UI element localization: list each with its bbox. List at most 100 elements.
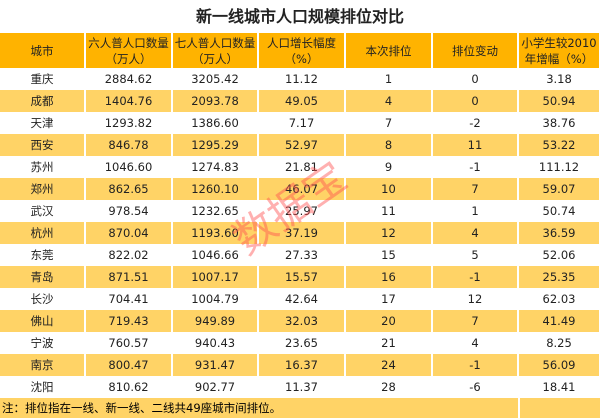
table-cell: 4: [432, 222, 519, 244]
table-cell: 704.41: [85, 288, 173, 310]
table-cell: 沈阳: [0, 376, 86, 398]
table-cell: 21: [345, 332, 433, 354]
table-cell: 12: [432, 288, 519, 310]
table-cell: 12: [345, 222, 433, 244]
table-cell: 46.07: [258, 178, 346, 200]
table-cell: 成都: [0, 90, 86, 112]
table-cell: 41.49: [518, 310, 600, 332]
table-cell: 23.65: [258, 332, 346, 354]
table-cell: 810.62: [85, 376, 173, 398]
page-title: 新一线城市人口规模排位对比: [195, 7, 404, 26]
table-cell: 7: [432, 178, 519, 200]
table-cell: 7: [345, 112, 433, 134]
table-cell: 8.25: [518, 332, 600, 354]
table-cell: 4: [432, 332, 519, 354]
table-cell: 3205.42: [172, 68, 259, 90]
table-cell: -1: [432, 266, 519, 288]
table-cell: 21.81: [258, 156, 346, 178]
table-cell: -1: [432, 156, 519, 178]
table-cell: 4: [345, 90, 433, 112]
table-cell: 978.54: [85, 200, 173, 222]
table-cell: 11: [345, 200, 433, 222]
table-cell: 2093.78: [172, 90, 259, 112]
table-cell: 8: [345, 134, 433, 156]
table-row: 长沙 704.41 1004.79 42.64 17 12 62.03: [0, 288, 600, 310]
table-cell: 宁波: [0, 332, 86, 354]
table-row: 南京 800.47 931.47 16.37 24 -1 56.09: [0, 354, 600, 376]
table-row: 沈阳 810.62 902.77 11.37 28 -6 18.41: [0, 376, 600, 398]
table-cell: 武汉: [0, 200, 86, 222]
table-cell: 56.09: [518, 354, 600, 376]
table-cell: 27.33: [258, 244, 346, 266]
table-cell: 52.97: [258, 134, 346, 156]
table-cell: 16: [345, 266, 433, 288]
table-cell: 37.19: [258, 222, 346, 244]
table-cell: 11: [432, 134, 519, 156]
table-row: 东莞 822.02 1046.66 27.33 15 5 52.06: [0, 244, 600, 266]
table-cell: 32.03: [258, 310, 346, 332]
column-header: 人口增长幅度（%）: [258, 33, 346, 68]
table-cell: 846.78: [85, 134, 173, 156]
table-row: 成都 1404.76 2093.78 49.05 4 0 50.94: [0, 90, 600, 112]
table-cell: 42.64: [258, 288, 346, 310]
table-cell: 1046.66: [172, 244, 259, 266]
table-row: 佛山 719.43 949.89 32.03 20 7 41.49: [0, 310, 600, 332]
table-cell: 1293.82: [85, 112, 173, 134]
table-cell: -6: [432, 376, 519, 398]
table-cell: 59.07: [518, 178, 600, 200]
table-cell: 15.57: [258, 266, 346, 288]
table-cell: 1004.79: [172, 288, 259, 310]
table-cell: 25.35: [518, 266, 600, 288]
table-cell: 50.94: [518, 90, 600, 112]
table-cell: 28: [345, 376, 433, 398]
table-cell: 871.51: [85, 266, 173, 288]
table-row: 武汉 978.54 1232.65 25.97 11 1 50.74: [0, 200, 600, 222]
table-cell: 25.97: [258, 200, 346, 222]
column-header: 六人普人口数量（万人）: [85, 33, 173, 68]
table-cell: -1: [432, 354, 519, 376]
table-cell: 佛山: [0, 310, 86, 332]
table-cell: 931.47: [172, 354, 259, 376]
column-header: 排位变动: [432, 33, 519, 68]
table-cell: 2884.62: [85, 68, 173, 90]
table-cell: 1193.60: [172, 222, 259, 244]
table-cell: 822.02: [85, 244, 173, 266]
table-row: 苏州 1046.60 1274.83 21.81 9 -1 111.12: [0, 156, 600, 178]
table-cell: 0: [432, 68, 519, 90]
table-row: 青岛 871.51 1007.17 15.57 16 -1 25.35: [0, 266, 600, 288]
table-cell: 0: [432, 90, 519, 112]
table-cell: 949.89: [172, 310, 259, 332]
table-row: 杭州 870.04 1193.60 37.19 12 4 36.59: [0, 222, 600, 244]
table-cell: 24: [345, 354, 433, 376]
table-cell: 1: [345, 68, 433, 90]
table-cell: 7: [432, 310, 519, 332]
table-cell: 800.47: [85, 354, 173, 376]
table-cell: 53.22: [518, 134, 600, 156]
table-cell: 9: [345, 156, 433, 178]
column-header: 本次排位: [345, 33, 433, 68]
population-table: 城市 六人普人口数量（万人） 七人普人口数量（万人） 人口增长幅度（%） 本次排位 排位变…: [0, 33, 600, 398]
table-cell: 天津: [0, 112, 86, 134]
table-cell: 1: [432, 200, 519, 222]
table-cell: 南京: [0, 354, 86, 376]
table-cell: 16.37: [258, 354, 346, 376]
table-cell: 7.17: [258, 112, 346, 134]
table-cell: -2: [432, 112, 519, 134]
table-cell: 杭州: [0, 222, 86, 244]
header-row: 城市 六人普人口数量（万人） 七人普人口数量（万人） 人口增长幅度（%） 本次排位 排位变…: [0, 33, 600, 68]
table-cell: 1260.10: [172, 178, 259, 200]
table-cell: 10: [345, 178, 433, 200]
table-cell: 5: [432, 244, 519, 266]
table-cell: 苏州: [0, 156, 86, 178]
table-cell: 1295.29: [172, 134, 259, 156]
table-row: 宁波 760.57 940.43 23.65 21 4 8.25: [0, 332, 600, 354]
table-cell: 862.65: [85, 178, 173, 200]
table-cell: 11.37: [258, 376, 346, 398]
table-row: 天津 1293.82 1386.60 7.17 7 -2 38.76: [0, 112, 600, 134]
table-cell: 760.57: [85, 332, 173, 354]
table-cell: 11.12: [258, 68, 346, 90]
column-header: 七人普人口数量（万人）: [172, 33, 259, 68]
table-cell: 18.41: [518, 376, 600, 398]
table-cell: 1386.60: [172, 112, 259, 134]
column-header: 城市: [0, 33, 86, 68]
